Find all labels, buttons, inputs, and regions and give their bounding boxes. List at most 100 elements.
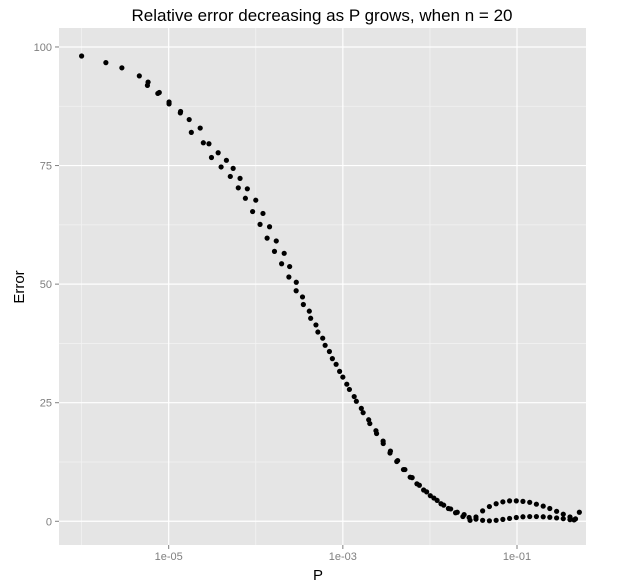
data-point — [431, 495, 437, 501]
data-point — [460, 513, 466, 520]
data-point — [540, 503, 546, 509]
data-point — [279, 261, 285, 267]
data-point — [480, 517, 486, 523]
data-point — [576, 509, 582, 515]
data-point — [560, 511, 566, 517]
data-point — [340, 374, 346, 380]
data-point — [237, 175, 243, 181]
data-point — [527, 513, 533, 520]
data-point — [200, 140, 206, 146]
x-tick-label: 1e-01 — [503, 551, 531, 563]
data-point — [554, 515, 560, 521]
y-axis-title: Error — [11, 270, 28, 303]
data-point — [299, 294, 306, 300]
minor-gridlines — [59, 28, 586, 545]
major-gridlines — [59, 28, 586, 545]
data-point — [244, 186, 250, 192]
data-point — [257, 221, 263, 227]
data-point — [380, 438, 386, 444]
data-point — [445, 505, 451, 512]
data-point — [480, 508, 486, 514]
data-point — [227, 173, 233, 180]
data-point — [250, 208, 256, 215]
y-tick-label: 25 — [40, 398, 52, 410]
data-point — [206, 141, 212, 147]
data-point — [287, 263, 293, 270]
data-point — [540, 514, 546, 520]
data-point — [373, 428, 379, 434]
data-point — [424, 489, 430, 495]
data-point — [273, 238, 279, 244]
data-point — [473, 514, 479, 520]
data-point — [208, 154, 215, 161]
data-point — [223, 157, 229, 163]
data-point — [218, 164, 224, 170]
data-point — [320, 335, 326, 341]
data-point — [533, 513, 539, 520]
data-point — [560, 516, 566, 522]
data-point — [266, 224, 273, 230]
data-point — [281, 250, 287, 256]
data-point — [322, 342, 328, 348]
data-point — [144, 82, 151, 88]
x-tick-label: 1e-03 — [329, 551, 357, 563]
data-point — [387, 448, 394, 454]
data-point — [235, 185, 241, 191]
data-point — [260, 210, 266, 217]
data-point — [513, 514, 519, 521]
x-tick-label: 1e-05 — [155, 551, 183, 563]
data-point — [242, 195, 248, 201]
data-point — [271, 248, 278, 254]
data-point — [493, 501, 499, 507]
plot-panel — [59, 28, 586, 545]
data-point — [467, 517, 473, 523]
data-point — [506, 498, 513, 504]
data-point — [500, 516, 506, 522]
data-point — [308, 315, 314, 321]
y-tick-label: 75 — [40, 161, 52, 173]
data-point — [438, 501, 444, 507]
data-point — [230, 165, 236, 171]
x-axis-ticks: 1e-05 1e-03 1e-01 — [155, 545, 531, 563]
data-point — [186, 116, 192, 123]
data-point — [136, 73, 142, 79]
data-point — [306, 308, 312, 314]
data-point — [513, 498, 519, 504]
data-point — [409, 475, 415, 481]
data-point — [527, 499, 533, 505]
data-point — [337, 368, 343, 374]
data-point — [177, 110, 183, 116]
y-tick-label: 100 — [34, 42, 52, 54]
x-axis-title: P — [313, 567, 323, 584]
data-point — [103, 60, 109, 66]
data-point — [500, 499, 506, 505]
data-point — [293, 288, 299, 294]
data-point — [329, 356, 335, 362]
y-tick-label: 50 — [40, 279, 52, 291]
data-point — [554, 508, 560, 514]
data-point — [353, 398, 359, 404]
chart-title: Relative error decreasing as P grows, wh… — [132, 6, 513, 25]
data-point — [333, 361, 339, 367]
data-point — [215, 150, 221, 156]
data-point — [286, 274, 292, 280]
data-point — [520, 514, 526, 520]
data-point — [197, 125, 203, 131]
data-point — [155, 90, 161, 97]
data-point — [188, 129, 194, 135]
data-point — [547, 505, 553, 512]
data-point — [366, 417, 372, 423]
data-point — [300, 301, 306, 308]
data-point — [315, 329, 321, 335]
data-point — [533, 501, 539, 507]
data-point — [119, 65, 125, 71]
data-point — [313, 322, 319, 328]
data-point — [358, 405, 364, 411]
data-point — [486, 518, 492, 524]
data-point — [486, 503, 492, 510]
data-point — [326, 348, 333, 355]
data-point — [416, 482, 422, 488]
data-point — [79, 53, 85, 59]
data-point — [506, 515, 513, 522]
